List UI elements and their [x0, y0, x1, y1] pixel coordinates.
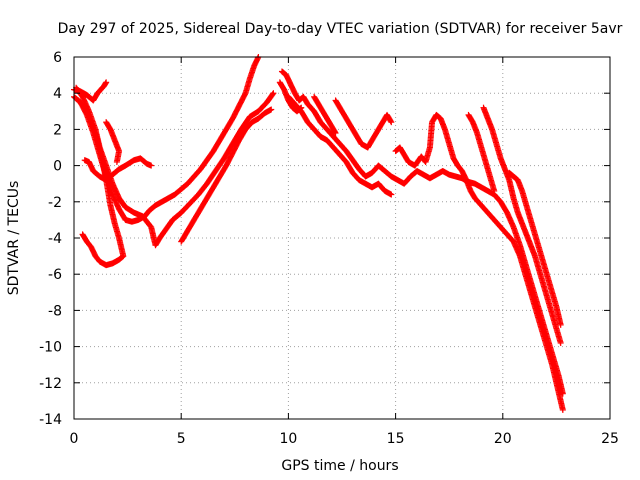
series-sat-k	[311, 93, 339, 137]
data-point	[559, 406, 566, 413]
data-point	[332, 130, 339, 137]
y-tick-label: 0	[53, 159, 62, 175]
data-point	[557, 321, 564, 328]
series-sat-j	[285, 93, 395, 198]
x-tick-label: 0	[70, 431, 79, 447]
y-tick-label: -10	[39, 340, 62, 356]
series-sat-m	[392, 111, 566, 413]
series-sat-i	[278, 68, 566, 397]
data-point	[103, 79, 110, 86]
series-sat-o	[480, 104, 564, 346]
y-tick-label: -14	[39, 412, 62, 428]
data-point	[269, 91, 276, 98]
chart-title: Day 297 of 2025, Sidereal Day-to-day VTE…	[58, 21, 623, 37]
series-sat-g	[178, 106, 275, 245]
y-axis-label: SDTVAR / TECUs	[6, 181, 22, 296]
series-sat-e	[81, 155, 155, 184]
x-axis-label: GPS time / hours	[281, 458, 398, 474]
data-points	[71, 54, 566, 413]
y-tick-label: 2	[53, 122, 62, 138]
series-sat-l	[332, 97, 395, 151]
x-tick-label: 25	[601, 431, 619, 447]
y-tick-label: -4	[48, 231, 62, 247]
data-point	[270, 90, 277, 97]
series-sat-f	[103, 119, 123, 165]
x-tick-label: 15	[387, 431, 405, 447]
y-tick-label: 6	[53, 50, 62, 66]
x-tick-label: 20	[494, 431, 512, 447]
y-tick-label: -8	[48, 303, 62, 319]
data-point	[331, 128, 338, 135]
series-sat-d	[75, 97, 127, 269]
y-tick-label: -2	[48, 195, 62, 211]
x-tick-label: 5	[177, 431, 186, 447]
axis-ticks: 0 5 10 15 20 25 -14 -12 -10 -8 -6 -4 -2 0 2 4 6	[39, 50, 619, 447]
data-point	[387, 118, 394, 125]
data-point	[388, 119, 395, 126]
data-point	[388, 191, 395, 198]
y-tick-label: -12	[39, 376, 62, 392]
x-tick-label: 10	[279, 431, 297, 447]
data-point	[557, 339, 564, 346]
data-point	[79, 231, 86, 238]
y-tick-label: 4	[53, 86, 62, 102]
data-point	[148, 162, 155, 169]
series-sat-n	[465, 111, 498, 194]
series-sat-p	[506, 169, 564, 328]
data-point	[113, 158, 120, 165]
data-point	[268, 106, 275, 113]
grid	[74, 57, 610, 419]
data-point	[80, 232, 87, 239]
data-point	[491, 187, 498, 194]
y-tick-label: -6	[48, 267, 62, 283]
